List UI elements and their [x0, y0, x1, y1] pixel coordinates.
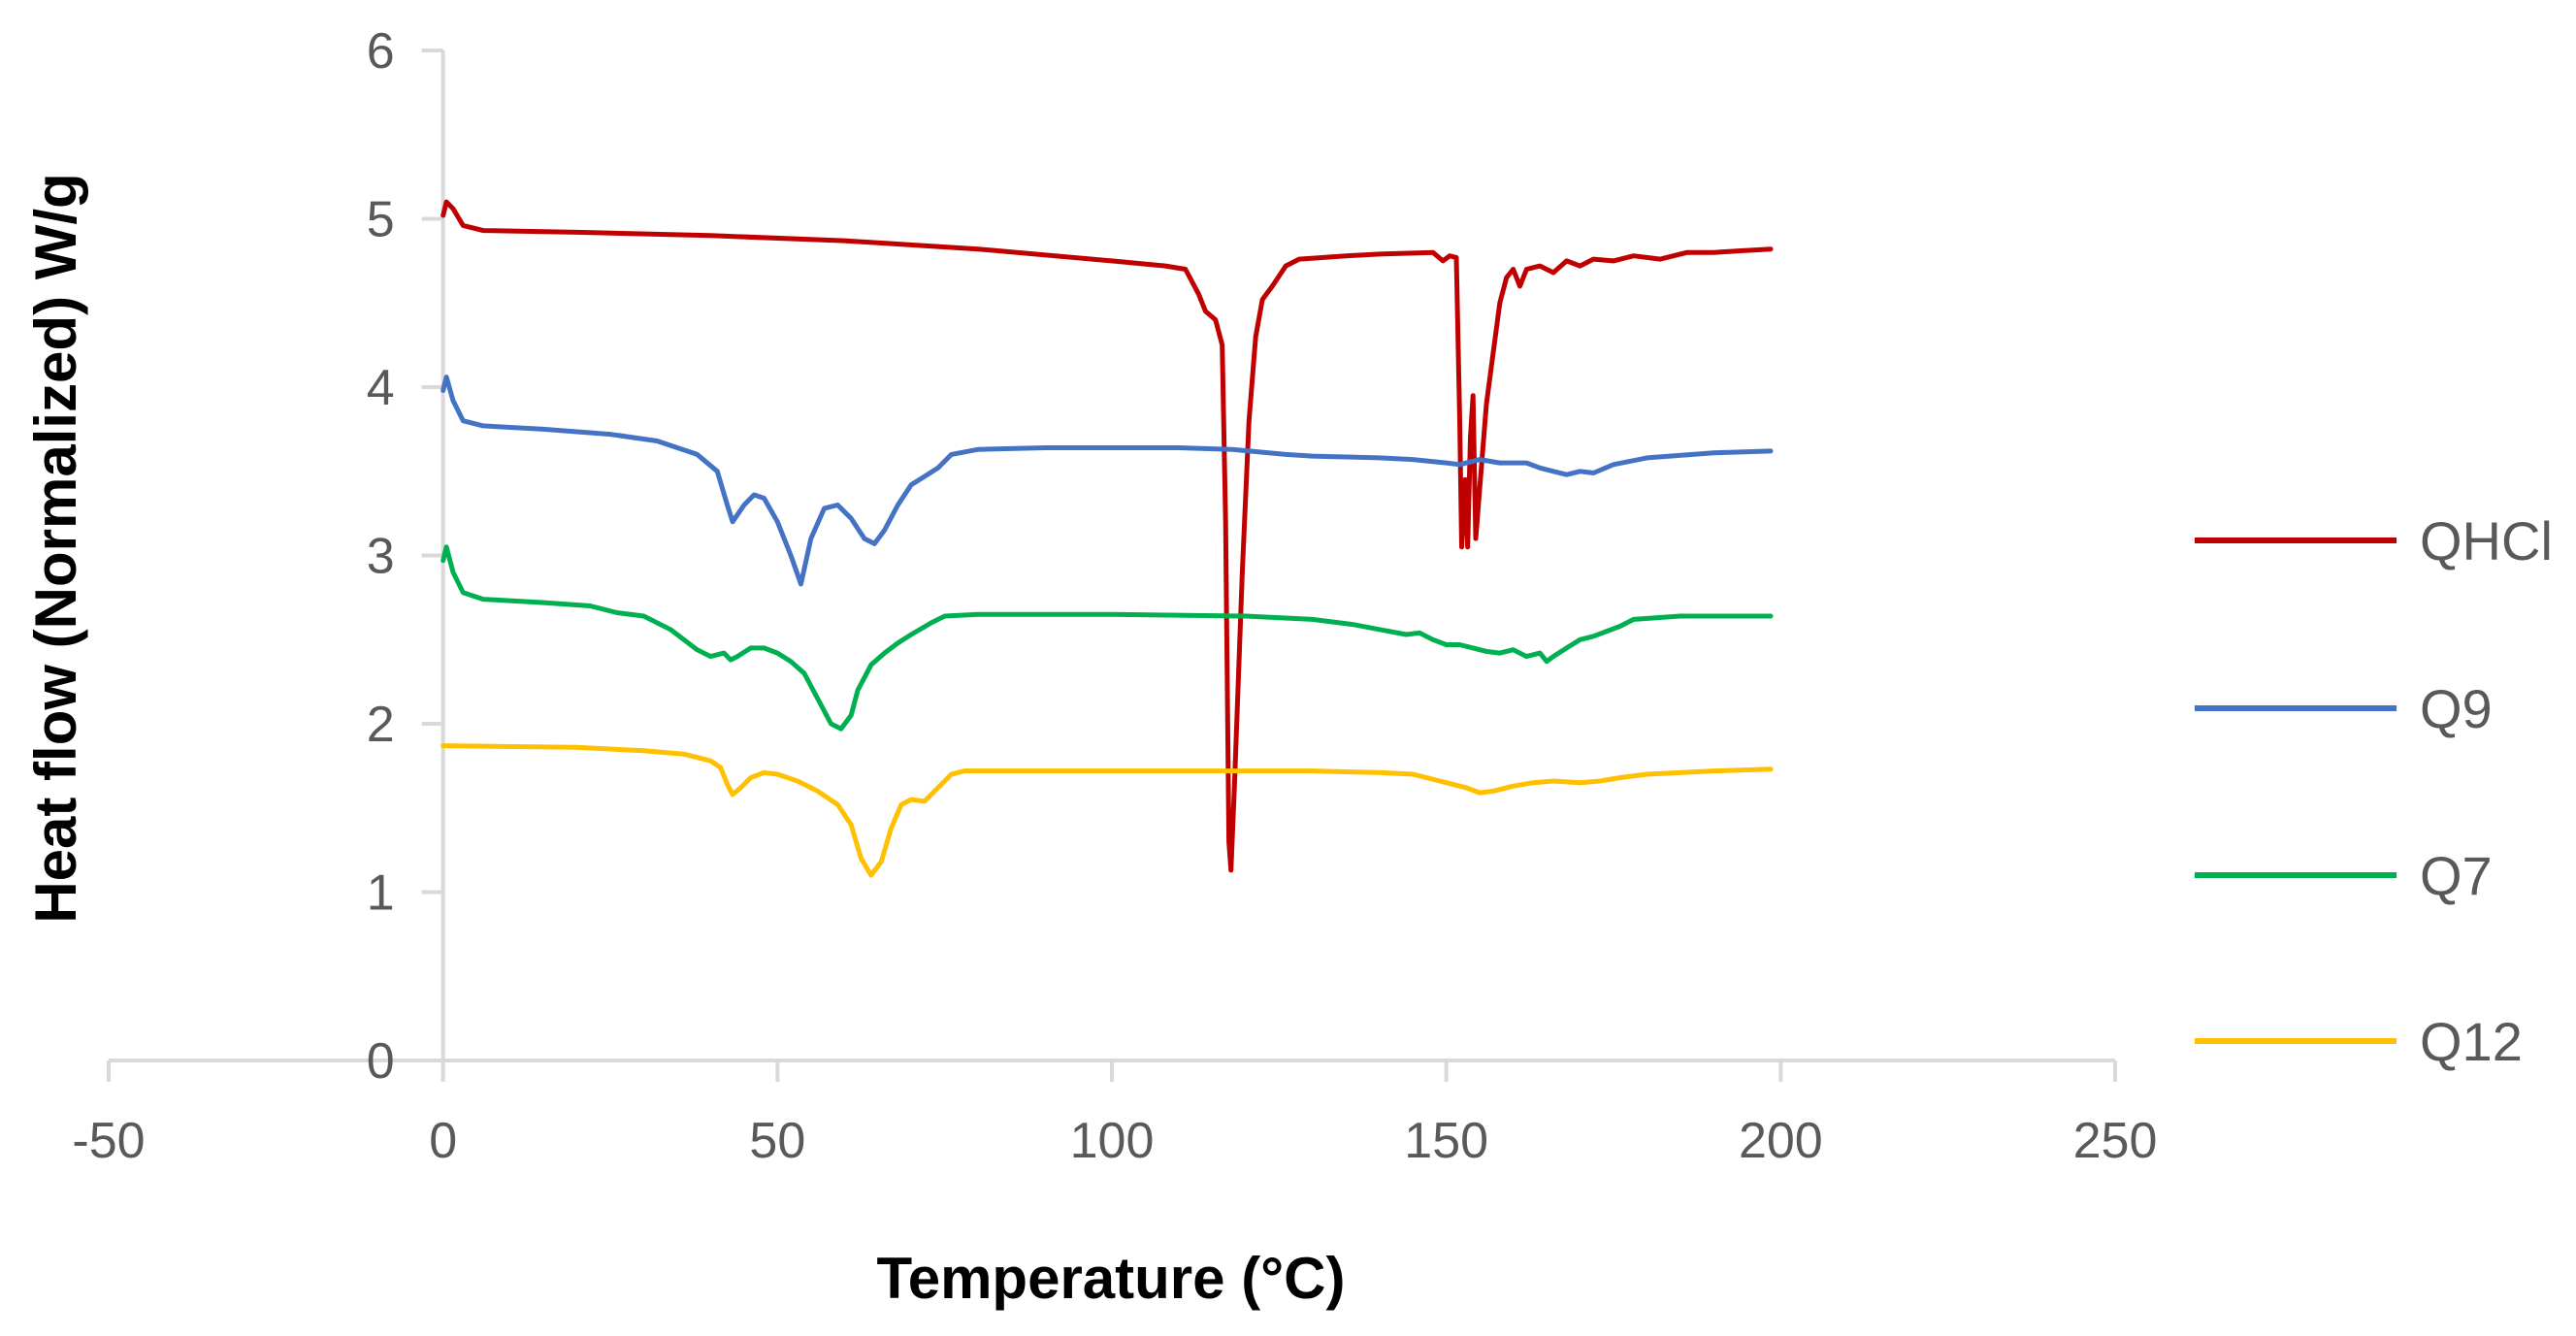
x-ticks: -50 0 50 100 150 200 250 [72, 1060, 2157, 1169]
series-line-q7 [440, 544, 1774, 732]
series-line-qhcl [440, 199, 1774, 873]
y-tick-label: 0 [367, 1033, 395, 1090]
plot-series [440, 199, 1774, 878]
y-tick-label: 1 [367, 865, 395, 922]
legend-label-q12: Q12 [2420, 1011, 2523, 1072]
x-tick-label: 250 [2073, 1113, 2158, 1169]
y-tick-label: 5 [367, 192, 395, 248]
x-axis-title: Temperature (°C) [877, 1246, 1346, 1311]
y-tick-label: 3 [367, 529, 395, 585]
y-tick-label: 6 [367, 23, 395, 80]
x-tick-label: 150 [1404, 1113, 1488, 1169]
legend-label-qhcl: QHCl [2420, 510, 2553, 571]
legend-label-q7: Q7 [2420, 845, 2493, 906]
y-tick-label: 2 [367, 697, 395, 753]
y-tick-label: 4 [367, 360, 395, 416]
y-ticks: 0 1 2 3 4 5 6 [367, 23, 443, 1090]
x-tick-label: 200 [1739, 1113, 1823, 1169]
x-tick-label: 0 [429, 1113, 457, 1169]
x-tick-label: 50 [749, 1113, 805, 1169]
series-line-q12 [440, 743, 1774, 878]
legend-label-q9: Q9 [2420, 678, 2493, 739]
y-axis-title: Heat flow (Normalized) W/g [23, 173, 88, 923]
series-line-q9 [440, 375, 1774, 587]
x-tick-label: 100 [1070, 1113, 1155, 1169]
legend: QHCl Q9 Q7 Q12 [2195, 510, 2553, 1072]
x-tick-label: -50 [72, 1113, 145, 1169]
axes: 0 1 2 3 4 5 6 -50 0 50 100 150 200 250 [72, 23, 2157, 1169]
